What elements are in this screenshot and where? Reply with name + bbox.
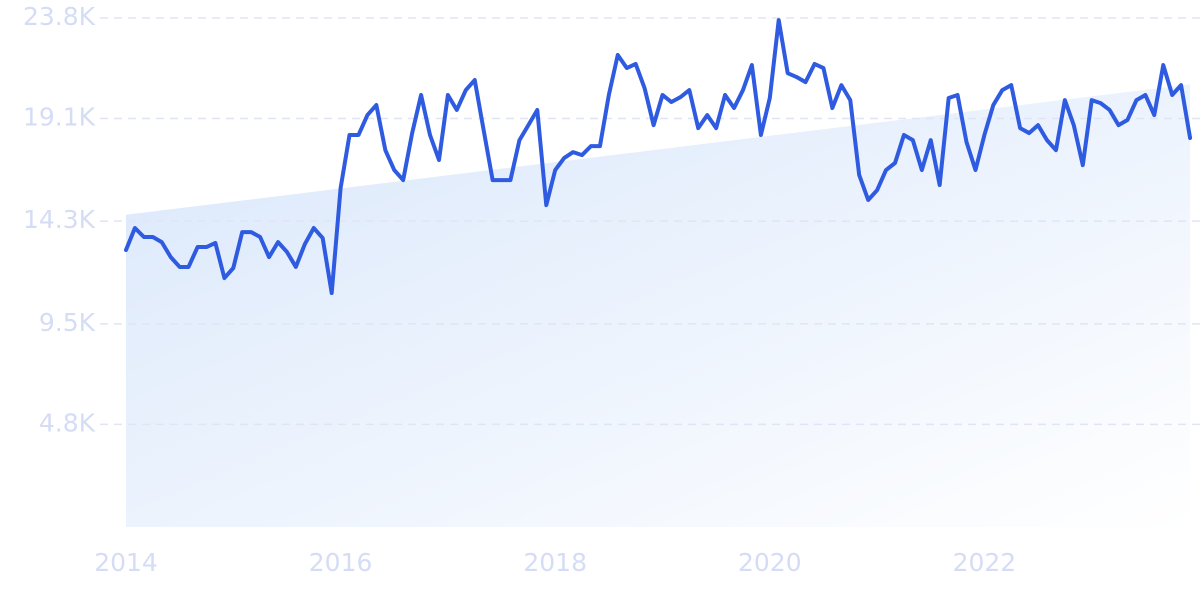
- x-tick-label: 2020: [738, 548, 802, 577]
- x-tick-label: 2016: [309, 548, 373, 577]
- trend-area: [126, 84, 1191, 528]
- y-tick-label: 4.8K: [39, 408, 96, 437]
- x-tick-label: 2022: [953, 548, 1017, 577]
- y-tick-label: 23.8K: [23, 2, 96, 31]
- x-tick-label: 2014: [94, 548, 158, 577]
- y-tick-label: 14.3K: [23, 205, 96, 234]
- data-line: [124, 18, 1193, 296]
- y-tick-label: 9.5K: [39, 308, 96, 337]
- y-tick-label: 19.1K: [23, 103, 96, 132]
- x-tick-label: 2018: [523, 548, 587, 577]
